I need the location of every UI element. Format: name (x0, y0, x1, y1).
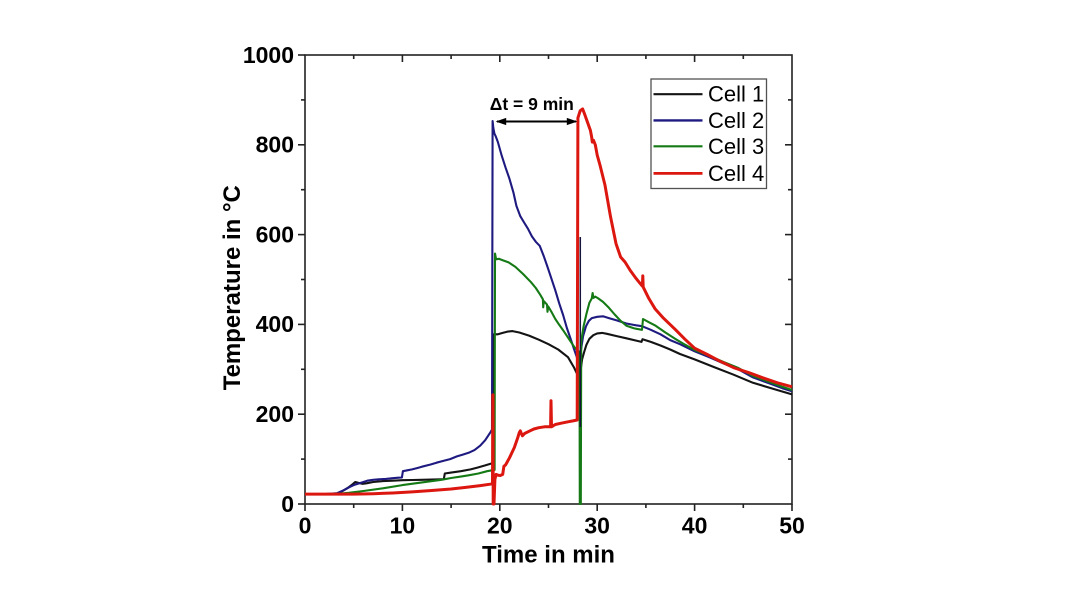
svg-text:Cell 2: Cell 2 (708, 108, 764, 133)
svg-text:200: 200 (256, 401, 294, 427)
svg-text:0: 0 (281, 491, 294, 517)
svg-text:400: 400 (256, 311, 294, 337)
svg-text:50: 50 (779, 513, 805, 539)
svg-text:Cell 3: Cell 3 (708, 134, 764, 159)
svg-text:Cell 4: Cell 4 (708, 161, 764, 186)
svg-text:1000: 1000 (243, 42, 294, 68)
svg-text:Temperature in °C: Temperature in °C (219, 185, 246, 390)
svg-text:600: 600 (256, 221, 294, 247)
svg-text:30: 30 (584, 513, 610, 539)
svg-text:Cell 1: Cell 1 (708, 82, 764, 107)
svg-text:40: 40 (682, 513, 708, 539)
svg-text:0: 0 (299, 513, 312, 539)
svg-text:20: 20 (487, 513, 513, 539)
svg-text:Time in min: Time in min (482, 542, 615, 569)
svg-text:Δt = 9 min: Δt = 9 min (490, 94, 574, 114)
svg-text:800: 800 (256, 132, 294, 158)
svg-text:10: 10 (390, 513, 416, 539)
